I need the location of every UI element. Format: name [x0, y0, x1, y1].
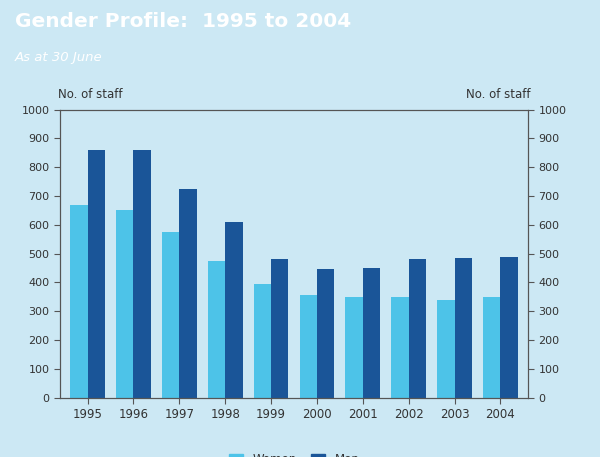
Bar — [254, 284, 271, 398]
Bar — [391, 297, 409, 398]
Bar — [409, 260, 426, 398]
Text: No. of staff: No. of staff — [58, 88, 122, 101]
Bar — [317, 270, 334, 398]
Bar — [271, 260, 289, 398]
Bar — [299, 295, 317, 398]
Bar — [346, 297, 363, 398]
Bar — [500, 256, 518, 398]
Bar — [133, 150, 151, 398]
Text: As at 30 June: As at 30 June — [15, 51, 103, 64]
Bar — [162, 232, 179, 398]
Bar — [437, 300, 455, 398]
Bar — [70, 205, 88, 398]
Bar — [179, 189, 197, 398]
Bar — [208, 261, 225, 398]
Bar — [88, 150, 105, 398]
Bar — [455, 258, 472, 398]
Bar — [483, 297, 500, 398]
Text: No. of staff: No. of staff — [466, 88, 530, 101]
Bar — [116, 211, 133, 398]
Text: Gender Profile:  1995 to 2004: Gender Profile: 1995 to 2004 — [15, 12, 351, 31]
Bar — [225, 222, 242, 398]
Legend: Women, Men: Women, Men — [224, 448, 364, 457]
Bar — [363, 268, 380, 398]
